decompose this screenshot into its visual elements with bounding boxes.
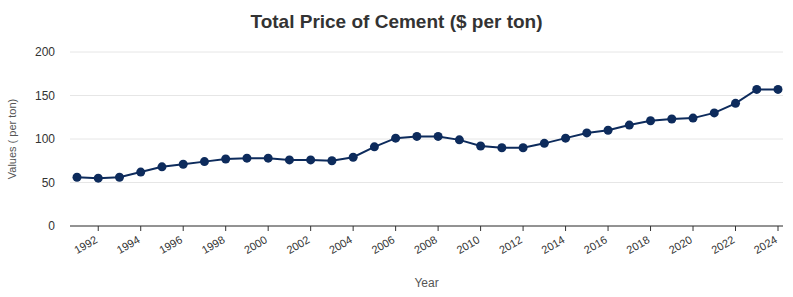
x-tick-label: 2020 xyxy=(667,233,694,256)
x-tick-label: 1992 xyxy=(72,233,99,256)
point xyxy=(689,114,698,123)
point xyxy=(157,162,166,171)
x-tick-label: 2008 xyxy=(412,233,439,256)
point xyxy=(136,168,145,177)
point xyxy=(540,139,549,148)
x-tick-label: 2000 xyxy=(242,233,269,256)
point xyxy=(667,114,676,123)
point xyxy=(242,154,251,163)
grid-line xyxy=(70,226,783,227)
point xyxy=(646,116,655,125)
x-tick-label: 2010 xyxy=(454,233,481,256)
x-tick xyxy=(268,226,269,231)
point xyxy=(434,132,443,141)
y-tick-label: 0 xyxy=(48,219,55,233)
x-tick xyxy=(608,226,609,231)
y-tick-label: 200 xyxy=(35,45,55,59)
x-tick xyxy=(438,226,439,231)
x-tick xyxy=(523,226,524,231)
point xyxy=(391,134,400,143)
point xyxy=(115,173,124,182)
x-tick xyxy=(353,226,354,231)
x-tick xyxy=(735,226,736,231)
grid-line xyxy=(70,139,783,140)
x-tick-label: 2004 xyxy=(327,233,354,256)
x-tick-label: 2012 xyxy=(497,233,524,256)
point xyxy=(179,160,188,169)
x-tick xyxy=(98,226,99,231)
point xyxy=(625,121,634,130)
y-tick-label: 50 xyxy=(42,176,56,190)
title: Total Price of Cement ($ per ton) xyxy=(250,11,542,32)
x-tick-label: 2014 xyxy=(539,233,566,256)
point xyxy=(752,85,761,94)
point xyxy=(370,142,379,151)
point xyxy=(94,174,103,183)
point xyxy=(455,135,464,144)
y-axis-label: Values ( per ton) xyxy=(6,99,18,180)
point xyxy=(710,108,719,117)
point xyxy=(221,155,230,164)
x-tick xyxy=(480,226,481,231)
point xyxy=(327,156,336,165)
x-tick xyxy=(310,226,311,231)
x-tick xyxy=(183,226,184,231)
point xyxy=(731,99,740,108)
line xyxy=(77,89,778,178)
point xyxy=(349,153,358,162)
x-axis-label: Year xyxy=(414,276,438,290)
x-tick-label: 2016 xyxy=(582,233,609,256)
x-tick-label: 1996 xyxy=(157,233,184,256)
point xyxy=(285,155,294,164)
point xyxy=(476,141,485,150)
point xyxy=(306,155,315,164)
x-tick xyxy=(650,226,651,231)
chart: Total Price of Cement ($ per ton) 0 50 100 1… xyxy=(0,0,793,297)
x-tick xyxy=(565,226,566,231)
x-tick-label: 1998 xyxy=(199,233,226,256)
y-tick-label: 150 xyxy=(35,89,55,103)
grid-line xyxy=(70,52,783,53)
x-tick xyxy=(395,226,396,231)
point xyxy=(604,126,613,135)
point xyxy=(519,143,528,152)
point xyxy=(497,143,506,152)
x-tick xyxy=(778,226,779,231)
point xyxy=(582,128,591,137)
x-axis xyxy=(70,226,783,227)
point xyxy=(264,154,273,163)
x-tick-label: 2006 xyxy=(369,233,396,256)
x-tick xyxy=(225,226,226,231)
point xyxy=(561,134,570,143)
plot-area xyxy=(73,85,783,183)
x-tick-label: 2022 xyxy=(709,233,736,256)
y-tick-label: 100 xyxy=(35,132,55,146)
x-tick xyxy=(693,226,694,231)
grid-line xyxy=(70,95,783,96)
x-tick-label: 2024 xyxy=(752,233,779,256)
point xyxy=(774,85,783,94)
point xyxy=(73,173,82,182)
grid-line xyxy=(70,182,783,183)
point xyxy=(412,132,421,141)
x-tick-label: 2018 xyxy=(624,233,651,256)
point xyxy=(200,157,209,166)
x-tick xyxy=(140,226,141,231)
x-tick-label: 1994 xyxy=(115,233,142,256)
x-tick-label: 2002 xyxy=(284,233,311,256)
